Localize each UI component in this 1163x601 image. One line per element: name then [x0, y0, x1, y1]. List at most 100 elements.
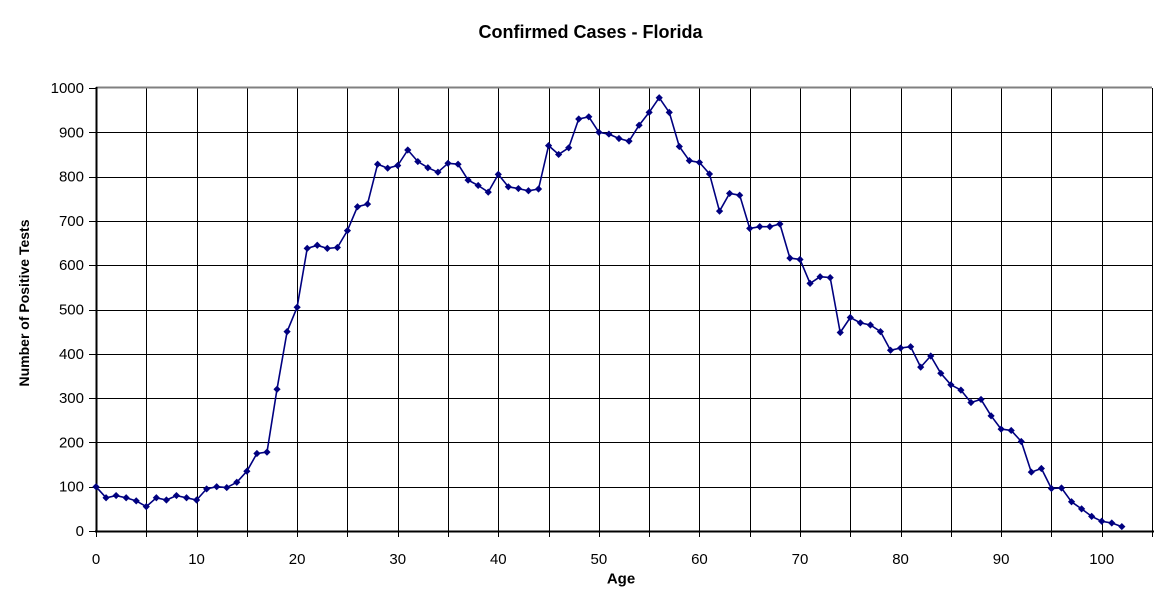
data-point [303, 244, 311, 252]
data-point [665, 108, 673, 116]
data-point [223, 483, 231, 492]
data-point [585, 113, 593, 121]
data-point [907, 343, 915, 351]
data-point [866, 321, 874, 329]
x-tick-label: 60 [691, 551, 708, 568]
data-point [565, 144, 573, 152]
data-point [1027, 468, 1035, 476]
data-point [726, 189, 734, 198]
data-point [544, 141, 553, 150]
data-point [896, 344, 905, 352]
data-point [343, 227, 352, 235]
data-point [92, 483, 100, 491]
data-point [746, 224, 754, 233]
data-point [434, 168, 442, 176]
data-point [474, 181, 482, 190]
data-point [213, 483, 221, 491]
data-point [1047, 484, 1056, 493]
data-point [856, 319, 864, 327]
data-point [283, 328, 291, 336]
data-point [534, 185, 543, 193]
data-point [675, 142, 683, 151]
data-point [374, 160, 382, 168]
x-tick-label: 50 [591, 551, 608, 568]
data-point [353, 203, 362, 211]
data-point [122, 494, 130, 502]
data-point [886, 346, 895, 354]
y-tick-label: 1000 [51, 80, 84, 97]
data-point [384, 164, 392, 172]
data-point [655, 94, 663, 102]
data-point [927, 352, 935, 360]
y-tick-label: 200 [59, 434, 84, 451]
series-line [95, 96, 1123, 528]
data-point [404, 146, 412, 154]
data-point [464, 176, 472, 184]
y-tick-label: 400 [59, 346, 84, 363]
x-tick-label: 20 [289, 551, 306, 568]
data-point [685, 157, 693, 165]
data-point [273, 385, 281, 393]
data-point [957, 386, 965, 394]
y-tick-label: 700 [59, 213, 84, 230]
data-point [192, 496, 201, 504]
data-point [786, 254, 794, 262]
y-tick-label: 0 [76, 523, 84, 540]
data-point [997, 425, 1005, 433]
data-point [394, 161, 402, 170]
x-tick-label: 70 [792, 551, 809, 568]
data-point [363, 200, 372, 208]
data-point [1088, 512, 1096, 520]
data-point [575, 115, 583, 123]
data-point [937, 369, 945, 377]
data-point [333, 243, 341, 252]
data-point [625, 137, 633, 145]
data-point [967, 398, 975, 407]
data-point [484, 188, 492, 196]
data-point [705, 170, 714, 178]
data-point [293, 303, 301, 311]
data-point [424, 164, 432, 172]
y-tick-label: 900 [59, 124, 84, 141]
data-point [715, 207, 724, 215]
data-point [555, 150, 563, 159]
data-point [806, 279, 814, 287]
data-point [1098, 517, 1106, 525]
data-point [776, 220, 784, 228]
data-point [947, 381, 955, 389]
x-tick-label: 30 [389, 551, 406, 568]
data-point [977, 395, 985, 404]
data-point [1067, 498, 1076, 506]
data-point [736, 191, 744, 199]
y-tick-label: 800 [59, 169, 84, 186]
data-point [1108, 519, 1116, 527]
data-point [756, 223, 764, 231]
data-point [816, 273, 824, 281]
data-point [102, 494, 110, 502]
x-tick-label: 0 [92, 551, 100, 568]
data-point [635, 121, 643, 129]
data-point [917, 363, 925, 371]
data-point [796, 255, 804, 264]
y-tick-label: 100 [59, 479, 84, 496]
data-point [1118, 522, 1126, 531]
data-point [162, 496, 170, 504]
data-point [504, 183, 512, 191]
data-point [182, 494, 191, 502]
x-axis-title: Age [606, 570, 636, 588]
data-point [152, 494, 160, 502]
data-point [615, 134, 623, 143]
data-point [203, 485, 211, 493]
data-point [605, 130, 613, 138]
data-point [1037, 464, 1045, 473]
data-point [826, 274, 834, 282]
data-point [595, 128, 603, 136]
data-point [766, 223, 774, 231]
data-point [1078, 505, 1086, 513]
data-point [172, 491, 181, 500]
data-point [876, 328, 885, 336]
data-point [414, 157, 422, 166]
x-tick-label: 90 [993, 551, 1010, 568]
data-point [444, 159, 452, 167]
